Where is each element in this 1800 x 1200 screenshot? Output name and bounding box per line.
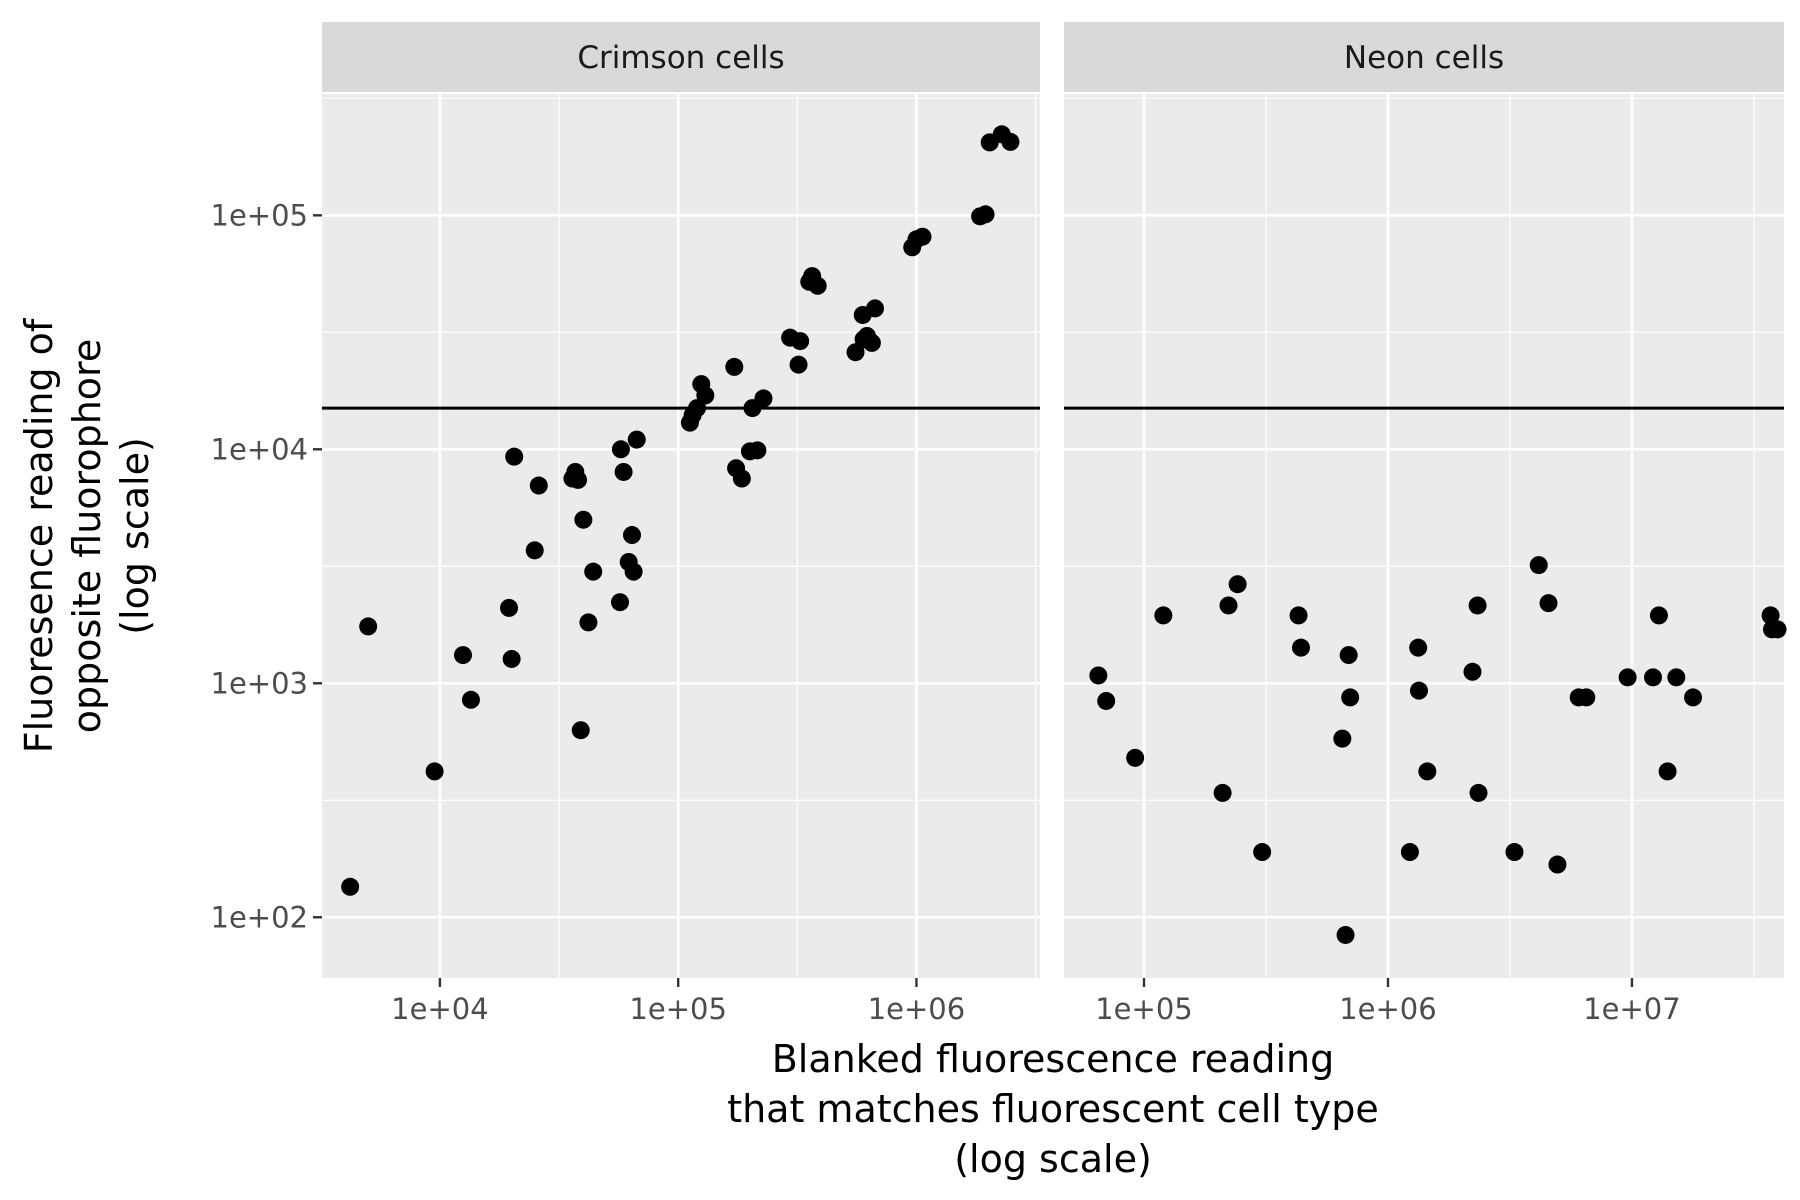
data-point	[1618, 668, 1637, 687]
y-tick-label: 1e+05	[211, 198, 309, 232]
data-point	[913, 227, 932, 246]
data-point	[748, 441, 767, 460]
data-point	[1126, 748, 1145, 767]
data-point	[1684, 688, 1703, 707]
y-axis-title: opposite fluorophore	[65, 339, 109, 733]
data-point	[502, 649, 521, 668]
data-point	[846, 343, 865, 362]
y-tick-label: 1e+03	[211, 666, 309, 700]
x-axis-title: Blanked fluorescence reading	[772, 1037, 1335, 1081]
data-point	[1548, 855, 1567, 874]
y-axis-title: (log scale)	[113, 437, 157, 635]
data-point	[754, 389, 773, 408]
data-point	[1658, 762, 1677, 781]
data-point	[574, 510, 593, 529]
panel-background-1	[322, 94, 1040, 978]
data-point	[1644, 668, 1663, 687]
data-point	[622, 526, 641, 545]
x-tick-label: 1e+07	[1583, 992, 1681, 1026]
data-point	[1339, 646, 1358, 665]
data-point	[579, 613, 598, 632]
panel-background-2	[1064, 94, 1784, 978]
data-point	[1649, 606, 1668, 625]
data-point	[1089, 666, 1108, 685]
data-point	[425, 762, 444, 781]
data-point	[1154, 606, 1173, 625]
data-point	[688, 399, 707, 418]
data-point	[500, 598, 519, 617]
data-point	[584, 562, 603, 581]
data-point	[696, 386, 715, 405]
facet-strip-2	[1064, 22, 1784, 92]
data-point	[1409, 638, 1428, 657]
data-point	[789, 355, 808, 374]
data-point	[614, 462, 633, 481]
data-point	[1539, 594, 1558, 613]
data-point	[1291, 638, 1310, 657]
data-point	[1409, 681, 1428, 700]
x-axis-title: (log scale)	[954, 1137, 1152, 1181]
data-point	[569, 470, 588, 489]
data-point	[791, 332, 810, 351]
data-point	[1529, 556, 1548, 575]
data-point	[808, 276, 827, 295]
data-point	[461, 690, 480, 709]
x-tick-label: 1e+04	[391, 992, 489, 1026]
x-tick-label: 1e+05	[629, 992, 727, 1026]
data-point	[1667, 668, 1686, 687]
y-tick-label: 1e+04	[211, 432, 309, 466]
data-point	[1219, 596, 1238, 615]
x-tick-label: 1e+06	[868, 992, 966, 1026]
data-point	[525, 541, 544, 560]
data-point	[1097, 691, 1116, 710]
data-point	[624, 562, 643, 581]
data-point	[732, 469, 751, 488]
data-point	[1289, 606, 1308, 625]
x-axis-title: that matches fluorescent cell type	[727, 1087, 1379, 1131]
data-point	[1228, 575, 1247, 594]
data-point	[1418, 762, 1437, 781]
data-point	[1336, 925, 1355, 944]
data-point	[1341, 688, 1360, 707]
data-point	[1001, 132, 1020, 151]
data-point	[505, 447, 524, 466]
data-point	[627, 430, 646, 449]
data-point	[611, 593, 630, 612]
y-axis-title: Fluoresence reading of	[17, 317, 61, 753]
data-point	[1463, 662, 1482, 681]
data-point	[1577, 688, 1596, 707]
facet-strip-1	[322, 22, 1040, 92]
data-point	[1468, 596, 1487, 615]
facet-label: Neon cells	[1344, 40, 1504, 76]
data-point	[359, 617, 378, 636]
data-point	[1400, 843, 1419, 862]
data-point	[571, 721, 590, 740]
data-point	[529, 476, 548, 495]
data-point	[611, 440, 630, 459]
data-point	[453, 646, 472, 665]
data-point	[1213, 783, 1232, 802]
data-point	[866, 299, 885, 318]
data-point	[1469, 783, 1488, 802]
data-point	[1761, 606, 1780, 625]
data-point	[1253, 843, 1272, 862]
facet-label: Crimson cells	[577, 40, 784, 76]
data-point	[862, 333, 881, 352]
y-tick-label: 1e+02	[211, 900, 309, 934]
data-point	[1768, 620, 1787, 639]
data-point	[725, 357, 744, 376]
x-tick-label: 1e+05	[1095, 992, 1193, 1026]
x-tick-label: 1e+06	[1339, 992, 1437, 1026]
data-point	[976, 205, 995, 224]
data-point	[1505, 843, 1524, 862]
data-point	[341, 877, 360, 896]
data-point	[1333, 729, 1352, 748]
